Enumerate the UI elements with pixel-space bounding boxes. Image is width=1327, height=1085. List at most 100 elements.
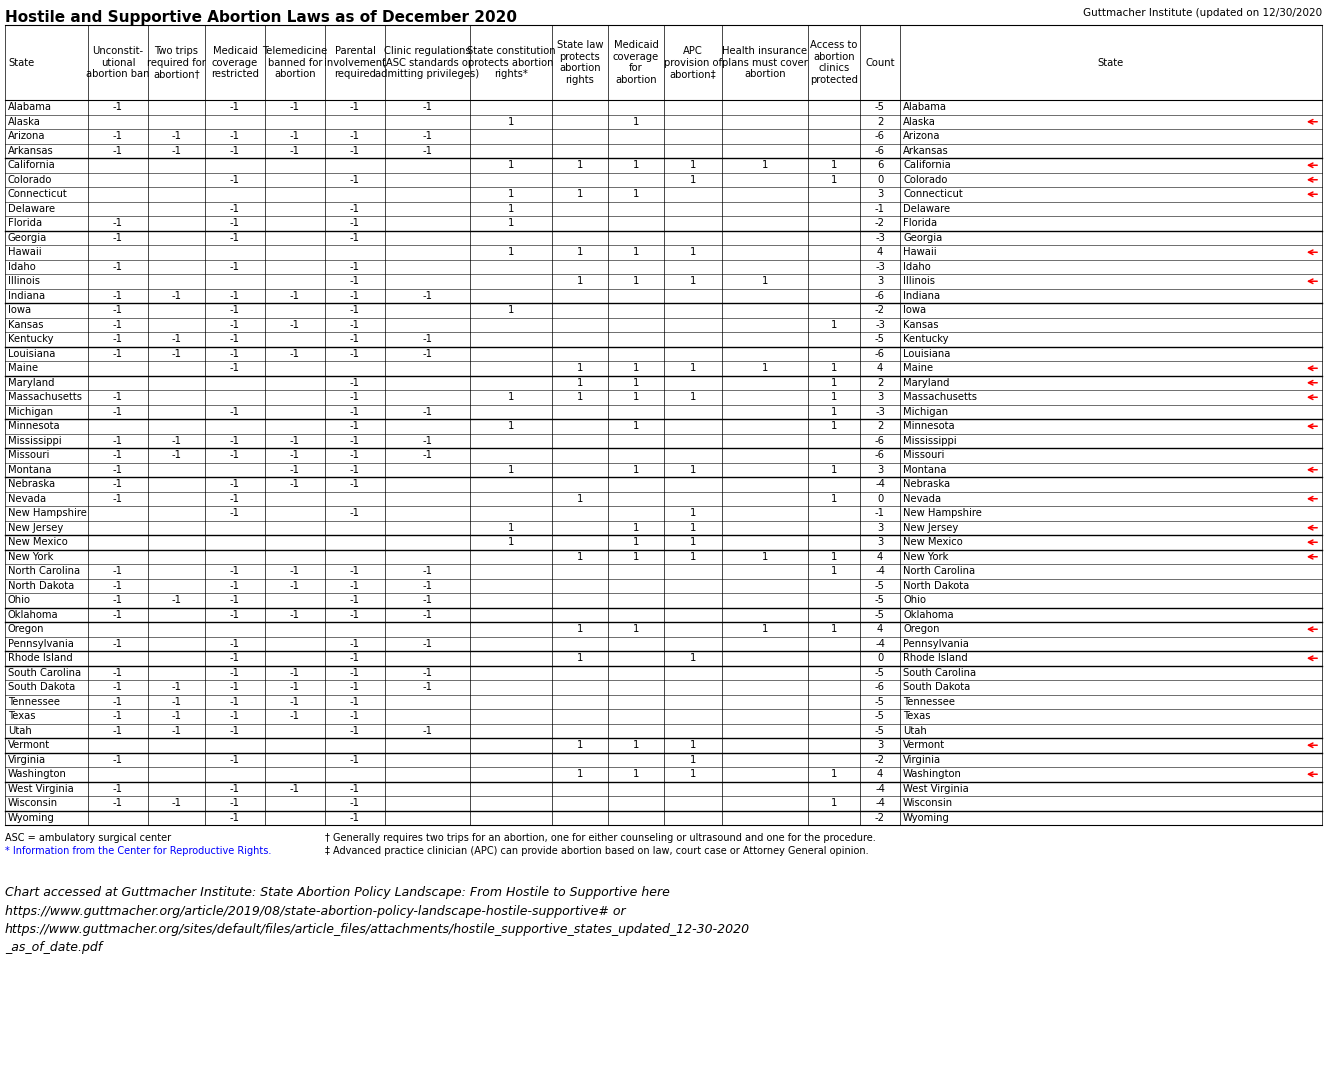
- Text: Delaware: Delaware: [8, 204, 56, 214]
- Text: 1: 1: [633, 277, 640, 286]
- Text: 1: 1: [690, 769, 697, 779]
- Text: -1: -1: [230, 218, 240, 228]
- Text: -1: -1: [230, 320, 240, 330]
- Text: -1: -1: [230, 450, 240, 460]
- Text: Florida: Florida: [8, 218, 42, 228]
- Text: -1: -1: [350, 407, 360, 417]
- Text: -1: -1: [230, 580, 240, 590]
- Text: -1: -1: [113, 580, 123, 590]
- Text: 4: 4: [877, 363, 884, 373]
- Text: Florida: Florida: [902, 218, 937, 228]
- Text: 1: 1: [633, 624, 640, 635]
- Text: -1: -1: [350, 320, 360, 330]
- Text: -1: -1: [291, 566, 300, 576]
- Text: Tennessee: Tennessee: [8, 697, 60, 706]
- Text: -1: -1: [230, 639, 240, 649]
- Text: Oklahoma: Oklahoma: [8, 610, 58, 620]
- Text: 1: 1: [633, 523, 640, 533]
- Text: Rhode Island: Rhode Island: [8, 653, 73, 663]
- Text: -1: -1: [422, 145, 433, 156]
- Text: 1: 1: [508, 523, 514, 533]
- Text: -5: -5: [874, 334, 885, 344]
- Text: -1: -1: [291, 102, 300, 112]
- Text: -1: -1: [291, 464, 300, 475]
- Text: 1: 1: [633, 421, 640, 431]
- Text: -1: -1: [422, 348, 433, 359]
- Text: -1: -1: [230, 783, 240, 794]
- Text: -1: -1: [291, 783, 300, 794]
- Text: -1: -1: [350, 204, 360, 214]
- Text: California: California: [902, 161, 950, 170]
- Text: -6: -6: [874, 291, 885, 301]
- Text: -1: -1: [230, 682, 240, 692]
- Text: -3: -3: [874, 261, 885, 271]
- Text: Illinois: Illinois: [902, 277, 936, 286]
- Text: 1: 1: [690, 175, 697, 184]
- Text: 1: 1: [690, 161, 697, 170]
- Text: 1: 1: [762, 624, 768, 635]
- Text: Iowa: Iowa: [902, 305, 926, 316]
- Text: -1: -1: [230, 348, 240, 359]
- Text: -1: -1: [113, 610, 123, 620]
- Text: State: State: [1097, 58, 1124, 67]
- Text: 1: 1: [831, 769, 837, 779]
- Text: -1: -1: [291, 450, 300, 460]
- Text: Oregon: Oregon: [8, 624, 45, 635]
- Text: Health insurance
plans must cover
abortion: Health insurance plans must cover aborti…: [722, 46, 808, 79]
- Text: 4: 4: [877, 247, 884, 257]
- Text: 1: 1: [577, 247, 583, 257]
- Text: New Hampshire: New Hampshire: [8, 508, 86, 519]
- Text: Vermont: Vermont: [8, 740, 50, 750]
- Text: * Information from the Center for Reproductive Rights.: * Information from the Center for Reprod…: [5, 846, 272, 856]
- Text: 1: 1: [577, 653, 583, 663]
- Text: -1: -1: [171, 334, 182, 344]
- Text: Kansas: Kansas: [902, 320, 938, 330]
- Text: -6: -6: [874, 145, 885, 156]
- Text: Guttmacher Institute (updated on 12/30/2020: Guttmacher Institute (updated on 12/30/2…: [1083, 8, 1322, 18]
- Text: -1: -1: [230, 480, 240, 489]
- Text: Colorado: Colorado: [8, 175, 52, 184]
- Text: -1: -1: [113, 464, 123, 475]
- Text: -1: -1: [350, 480, 360, 489]
- Text: -3: -3: [874, 320, 885, 330]
- Text: -1: -1: [113, 682, 123, 692]
- Text: 1: 1: [762, 161, 768, 170]
- Text: -1: -1: [350, 783, 360, 794]
- Text: -6: -6: [874, 436, 885, 446]
- Text: 2: 2: [877, 117, 884, 127]
- Text: -1: -1: [291, 480, 300, 489]
- Text: New Hampshire: New Hampshire: [902, 508, 982, 519]
- Text: Mississippi: Mississippi: [8, 436, 61, 446]
- Text: 1: 1: [633, 161, 640, 170]
- Text: 1: 1: [633, 464, 640, 475]
- Text: -1: -1: [422, 450, 433, 460]
- Text: Maryland: Maryland: [8, 378, 54, 387]
- Text: Montana: Montana: [902, 464, 946, 475]
- Text: -1: -1: [230, 667, 240, 678]
- Text: 1: 1: [831, 161, 837, 170]
- Text: 1: 1: [690, 277, 697, 286]
- Text: -5: -5: [874, 610, 885, 620]
- Text: -1: -1: [350, 305, 360, 316]
- Text: -1: -1: [171, 131, 182, 141]
- Text: Colorado: Colorado: [902, 175, 947, 184]
- Text: 1: 1: [633, 363, 640, 373]
- Text: 1: 1: [831, 378, 837, 387]
- Text: Wisconsin: Wisconsin: [902, 799, 953, 808]
- Text: 3: 3: [877, 393, 884, 403]
- Text: -1: -1: [350, 421, 360, 431]
- Text: Hawaii: Hawaii: [902, 247, 937, 257]
- Text: 1: 1: [831, 363, 837, 373]
- Text: -6: -6: [874, 682, 885, 692]
- Text: Vermont: Vermont: [902, 740, 945, 750]
- Text: 1: 1: [690, 537, 697, 547]
- Text: -1: -1: [422, 580, 433, 590]
- Text: 1: 1: [831, 552, 837, 562]
- Text: -1: -1: [291, 697, 300, 706]
- Text: -1: -1: [350, 755, 360, 765]
- Text: -1: -1: [350, 508, 360, 519]
- Text: -1: -1: [350, 393, 360, 403]
- Text: 1: 1: [508, 464, 514, 475]
- Text: -4: -4: [874, 480, 885, 489]
- Text: -1: -1: [171, 682, 182, 692]
